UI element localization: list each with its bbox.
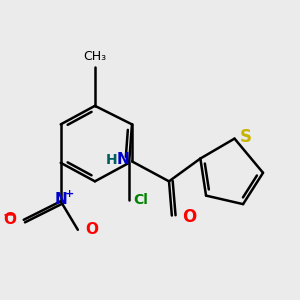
Text: CH₃: CH₃ xyxy=(83,50,106,63)
Text: O: O xyxy=(4,212,16,227)
Text: O: O xyxy=(182,208,196,226)
Text: −: − xyxy=(2,207,14,221)
Text: N: N xyxy=(116,152,129,167)
Text: Cl: Cl xyxy=(134,193,148,207)
Text: S: S xyxy=(240,128,252,146)
Text: H: H xyxy=(106,153,118,167)
Text: +: + xyxy=(65,189,74,199)
Text: N: N xyxy=(54,192,67,207)
Text: O: O xyxy=(85,222,98,237)
